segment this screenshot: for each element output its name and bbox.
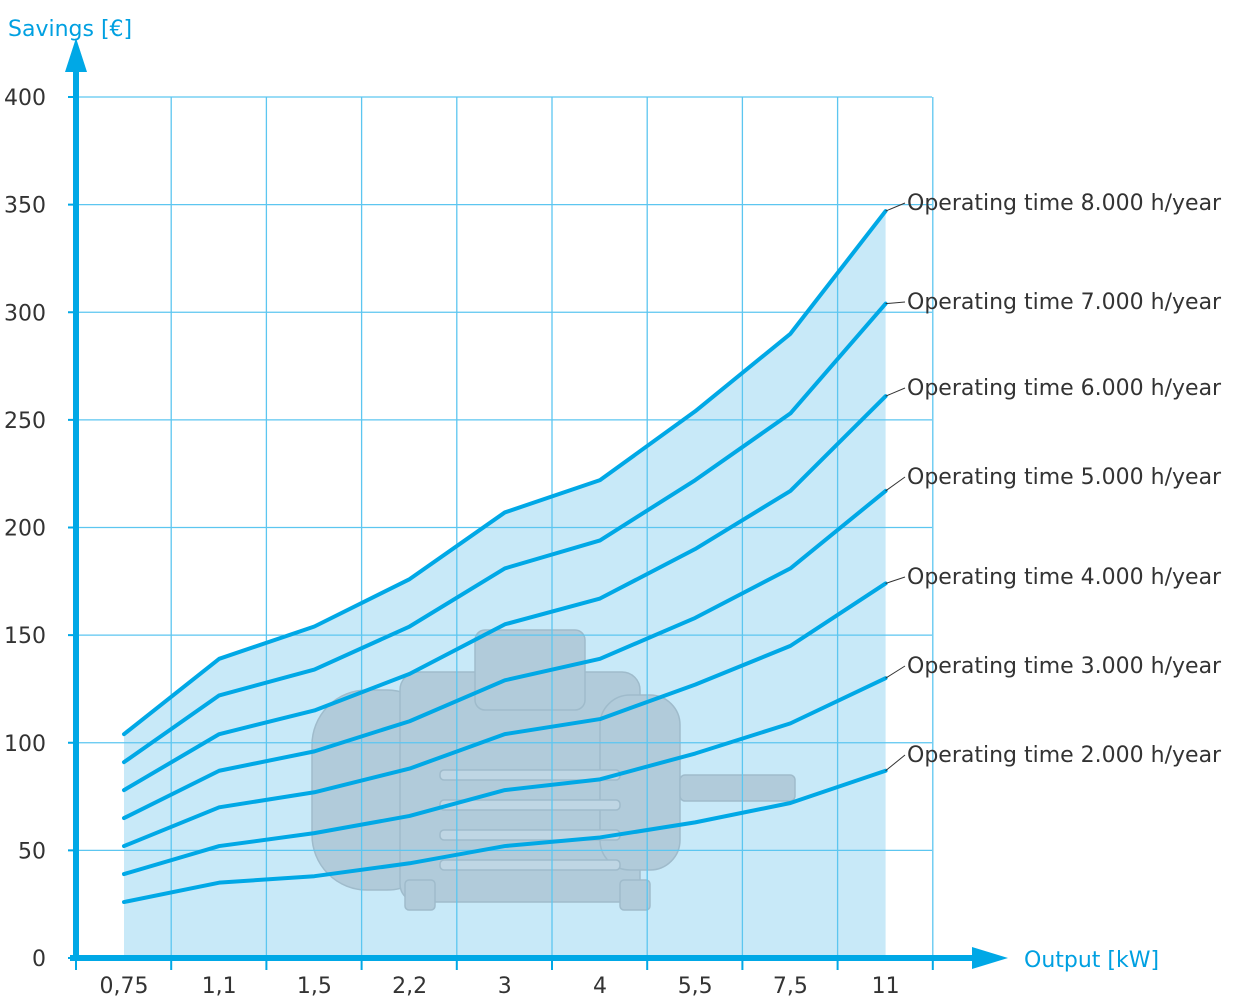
series-leader-3 <box>885 476 906 492</box>
line-layer <box>122 209 888 905</box>
series-label-3: Operating time 5.000 h/year <box>907 465 1222 490</box>
series-leader-0 <box>885 202 906 212</box>
y-tick-label-2: 100 <box>4 732 46 757</box>
series-line-6 <box>122 768 888 905</box>
series-leader-6 <box>885 754 906 772</box>
series-line-2 <box>122 394 888 793</box>
x-tick-label-7: 7,5 <box>773 974 808 998</box>
series-line-5 <box>122 676 888 877</box>
series-leader-4 <box>885 576 906 584</box>
x-tick-label-5: 4 <box>593 974 607 998</box>
x-tick-label-0: 0,75 <box>100 974 149 998</box>
y-tick-label-0: 0 <box>32 947 46 972</box>
series-line-3 <box>122 488 888 821</box>
x-tick-label-6: 5,5 <box>678 974 713 998</box>
series-label-4: Operating time 4.000 h/year <box>907 565 1222 590</box>
y-tick-label-1: 50 <box>18 839 46 864</box>
series-label-6: Operating time 2.000 h/year <box>907 743 1222 768</box>
series-leader-5 <box>885 665 906 679</box>
series-line-4 <box>122 581 888 849</box>
tick-layer: 0 50 100 150 200 250 300 350 400 0,75 1,1 1,5 2,2 3 4 5… <box>4 86 934 998</box>
axis-layer <box>65 38 1008 969</box>
series-label-2: Operating time 6.000 h/year <box>907 376 1222 401</box>
y-axis-arrow-icon <box>65 38 87 72</box>
label-layer: Operating time 8.000 h/year Operating tim… <box>885 191 1222 772</box>
series-label-5: Operating time 3.000 h/year <box>907 654 1222 679</box>
y-tick-label-7: 350 <box>4 194 46 219</box>
series-leader-1 <box>885 301 906 305</box>
series-leader-2 <box>885 387 906 397</box>
series-line-1 <box>122 301 888 765</box>
x-axis-title: Output [kW] <box>1024 948 1159 973</box>
y-tick-label-3: 150 <box>4 624 46 649</box>
x-tick-label-8: 11 <box>872 974 900 998</box>
y-tick-label-6: 300 <box>4 301 46 326</box>
x-tick-label-1: 1,1 <box>202 974 237 998</box>
y-tick-label-8: 400 <box>4 86 46 111</box>
x-axis-arrow-icon <box>972 947 1008 969</box>
series-label-0: Operating time 8.000 h/year <box>907 191 1222 216</box>
series-label-1: Operating time 7.000 h/year <box>907 290 1222 315</box>
y-axis-title: Savings [€] <box>8 17 132 42</box>
y-tick-label-5: 250 <box>4 409 46 434</box>
series-line-0 <box>122 209 888 737</box>
x-tick-label-2: 1,5 <box>297 974 332 998</box>
x-tick-label-4: 3 <box>498 974 512 998</box>
x-tick-label-3: 2,2 <box>392 974 427 998</box>
y-tick-label-4: 200 <box>4 517 46 542</box>
